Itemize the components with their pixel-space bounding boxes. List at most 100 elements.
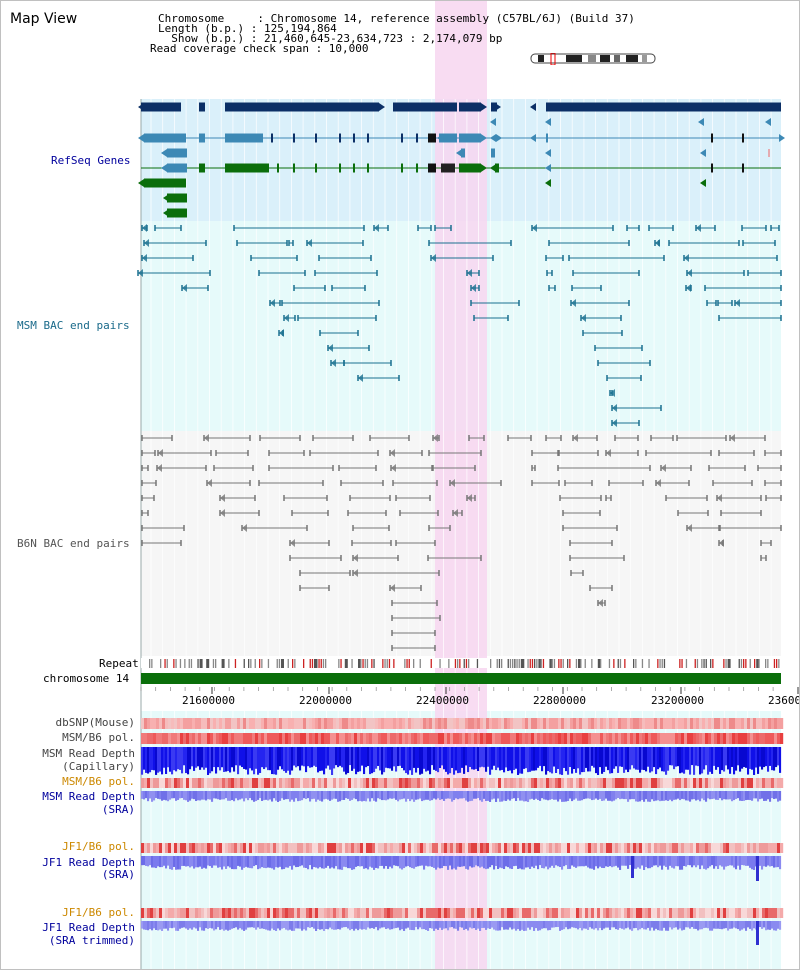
- heat-cell: [516, 733, 520, 744]
- depth-bar: [223, 856, 226, 867]
- depth-bar: [341, 747, 344, 768]
- bac-arrow-icon: [242, 524, 247, 532]
- heat-cell: [681, 843, 685, 853]
- heat-cell: [450, 778, 454, 788]
- heat-cell: [240, 778, 244, 788]
- depth-bar: [625, 856, 628, 866]
- msm-read-depth-sra-label[interactable]: MSM Read Depth: [42, 790, 135, 803]
- heat-cell: [327, 908, 331, 918]
- heat-cell: [270, 908, 274, 918]
- depth-bar: [187, 791, 190, 802]
- heat-cell: [174, 733, 178, 744]
- depth-bar: [345, 856, 348, 868]
- heat-cell: [606, 718, 610, 729]
- heat-cell: [555, 733, 559, 744]
- depth-bar: [181, 856, 184, 866]
- heat-cell: [774, 718, 778, 729]
- depth-bar: [181, 747, 184, 774]
- depth-bar: [355, 747, 358, 775]
- heat-cell: [351, 908, 355, 918]
- heat-cell: [507, 733, 511, 744]
- bac-arrow-icon: [390, 449, 395, 457]
- msm-read-depth-capillary-label[interactable]: MSM Read Depth: [42, 747, 135, 760]
- depth-bar: [373, 856, 376, 870]
- msm-bac-label[interactable]: MSM BAC end pairs: [17, 319, 130, 332]
- heat-cell: [561, 718, 565, 729]
- heat-cell: [678, 843, 682, 853]
- depth-bar: [181, 921, 184, 928]
- heat-cell: [756, 778, 760, 788]
- depth-bar: [665, 921, 668, 931]
- heat-cell: [627, 718, 631, 729]
- b6n-bac-label[interactable]: B6N BAC end pairs: [17, 537, 130, 550]
- depth-bar: [761, 791, 764, 799]
- depth-bar: [313, 791, 316, 799]
- depth-bar: [585, 791, 588, 799]
- depth-bar: [365, 856, 368, 869]
- gene-exon: [353, 133, 355, 143]
- heat-cell: [459, 908, 463, 918]
- heat-cell: [759, 843, 763, 853]
- msm-b6-pol-label-1[interactable]: MSM/B6 pol.: [62, 731, 135, 744]
- heat-cell: [573, 733, 577, 744]
- heat-cell: [153, 778, 157, 788]
- depth-bar: [353, 791, 356, 799]
- depth-bar: [219, 856, 222, 868]
- heat-cell: [261, 733, 265, 744]
- depth-bar: [533, 747, 536, 771]
- depth-bar: [265, 921, 268, 930]
- depth-bar: [719, 921, 722, 930]
- heat-cell: [498, 778, 502, 788]
- jf1-b6-pol-label-1[interactable]: JF1/B6 pol.: [62, 840, 135, 853]
- depth-bar: [283, 747, 286, 772]
- heat-cell: [504, 843, 508, 853]
- heat-cell: [432, 908, 436, 918]
- depth-bar: [583, 791, 586, 800]
- repeat-element: [553, 659, 556, 668]
- heat-cell: [603, 778, 607, 788]
- chromosome-ideogram[interactable]: [530, 53, 658, 65]
- depth-bar: [487, 921, 490, 929]
- jf1-read-depth-label[interactable]: JF1 Read Depth: [42, 856, 135, 869]
- msm-b6-pol-label-2[interactable]: MSM/B6 pol.: [62, 775, 135, 788]
- heat-cell: [357, 778, 361, 788]
- depth-bar: [471, 921, 474, 929]
- depth-bar: [469, 747, 472, 767]
- jf1-b6-pol-label-2[interactable]: JF1/B6 pol.: [62, 906, 135, 919]
- heat-cell: [411, 908, 415, 918]
- heat-cell: [579, 778, 583, 788]
- heat-cell: [570, 718, 574, 729]
- depth-bar: [477, 791, 480, 799]
- heat-cell: [243, 778, 247, 788]
- heat-cell: [438, 778, 442, 788]
- jf1-read-depth-trimmed-label[interactable]: JF1 Read Depth: [42, 921, 135, 934]
- axis-tick-label: 22400000: [416, 694, 469, 707]
- heat-cell: [720, 718, 724, 729]
- repeat-element: [160, 659, 162, 668]
- heat-cell: [603, 733, 607, 744]
- bac-arrow-icon: [532, 224, 537, 232]
- depth-bar: [607, 921, 610, 928]
- depth-bar: [621, 791, 624, 799]
- heat-cell: [726, 733, 730, 744]
- depth-bar: [141, 856, 144, 866]
- depth-bar: [595, 921, 598, 929]
- depth-bar: [551, 921, 554, 928]
- heat-cell: [639, 718, 643, 729]
- depth-bar: [167, 921, 170, 931]
- depth-bar: [671, 856, 674, 868]
- depth-bar: [763, 747, 766, 768]
- heat-cell: [555, 778, 559, 788]
- repeat-element: [430, 659, 432, 668]
- depth-bar: [757, 791, 760, 802]
- heat-cell: [465, 733, 469, 744]
- dbsnp-label[interactable]: dbSNP(Mouse): [55, 716, 135, 729]
- depth-bar: [617, 921, 620, 930]
- heat-cell: [765, 908, 769, 918]
- heat-cell: [630, 843, 634, 853]
- depth-bar: [651, 747, 654, 772]
- heat-cell: [618, 718, 622, 729]
- refseq-genes-label[interactable]: RefSeq Genes: [51, 154, 131, 167]
- depth-bar: [471, 747, 474, 770]
